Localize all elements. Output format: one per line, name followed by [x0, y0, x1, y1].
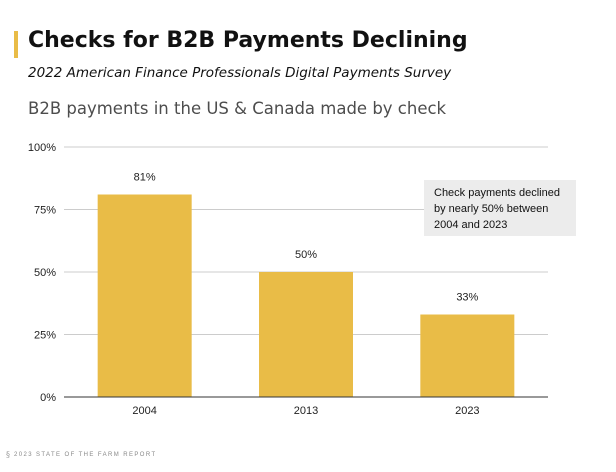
bar: [420, 314, 515, 397]
y-tick-label: 0%: [40, 392, 56, 404]
x-axis-tick-labels: 2004 2013 2023: [132, 405, 479, 417]
bar-value-label: 50%: [295, 249, 317, 261]
footer-text: 2023 STATE OF THE FARM REPORT: [14, 452, 157, 458]
x-tick-label: 2004: [132, 405, 156, 417]
footer-logo-icon: §: [6, 450, 10, 459]
chart-title: B2B payments in the US & Canada made by …: [28, 99, 447, 118]
page-subtitle: 2022 American Finance Professionals Digi…: [28, 65, 452, 81]
y-tick-label: 100%: [28, 142, 56, 154]
annotation-callout: Check payments declined by nearly 50% be…: [424, 180, 576, 236]
bar-value-labels: 81% 50% 33%: [134, 172, 479, 304]
y-tick-label: 75%: [34, 205, 56, 217]
x-tick-label: 2013: [294, 405, 318, 417]
y-tick-label: 50%: [34, 267, 56, 279]
bar: [97, 194, 192, 397]
bar-value-label: 33%: [456, 292, 478, 304]
bar-value-label: 81%: [134, 172, 156, 184]
bars: [97, 194, 515, 397]
page-title: Checks for B2B Payments Declining: [28, 28, 468, 53]
footer: § 2023 STATE OF THE FARM REPORT: [6, 450, 157, 459]
y-tick-label: 25%: [34, 330, 56, 342]
bar: [259, 272, 353, 397]
title-accent-bar: [14, 31, 18, 58]
x-tick-label: 2023: [455, 405, 479, 417]
y-axis-tick-labels: 0% 25% 50% 75% 100%: [28, 142, 56, 404]
